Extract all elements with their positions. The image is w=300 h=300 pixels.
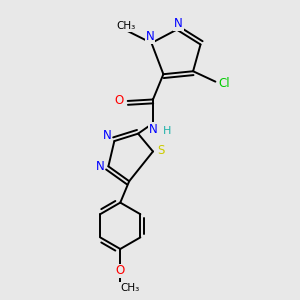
Text: H: H	[163, 126, 171, 136]
Text: S: S	[158, 143, 165, 157]
Text: CH₃: CH₃	[120, 283, 140, 292]
Text: N: N	[96, 160, 104, 173]
Text: O: O	[116, 265, 125, 278]
Text: N: N	[148, 123, 157, 136]
Text: N: N	[174, 17, 183, 30]
Text: CH₃: CH₃	[117, 21, 136, 31]
Text: N: N	[146, 30, 154, 43]
Text: N: N	[103, 129, 111, 142]
Text: O: O	[115, 94, 124, 107]
Text: Cl: Cl	[218, 76, 230, 90]
